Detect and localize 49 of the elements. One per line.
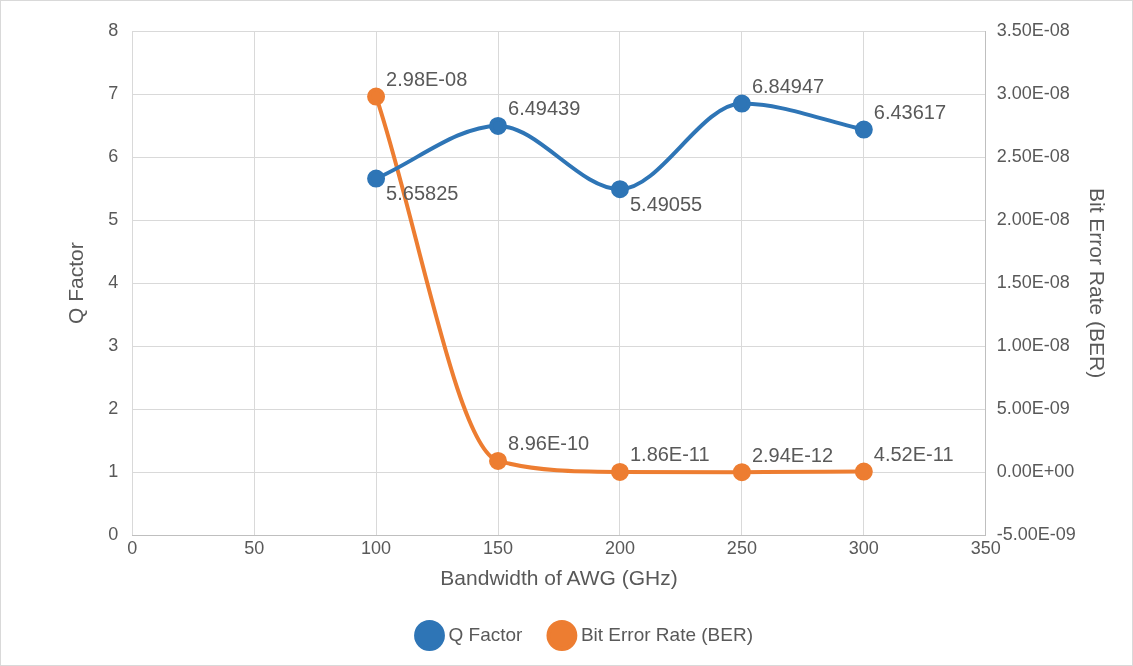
x-tick-label: 100	[361, 537, 392, 558]
point	[367, 169, 386, 188]
y2-tick-label: 2.00E-08	[996, 209, 1070, 230]
y2-tick-label: 1.50E-08	[996, 272, 1070, 293]
y2-tick-label: 2.50E-08	[996, 146, 1070, 167]
y-tick-label: 4	[108, 272, 119, 293]
point	[489, 451, 508, 470]
point	[854, 462, 873, 481]
y-tick-label: 6	[108, 146, 119, 167]
x-tick-label: 50	[244, 537, 265, 558]
y-tick-label: 8	[108, 19, 119, 40]
y-tick-label: 3	[108, 335, 119, 356]
x-tick-label: 350	[970, 537, 1001, 558]
y-tick-label: 0	[108, 524, 119, 545]
data-label: 5.49055	[629, 192, 703, 215]
point	[489, 116, 508, 135]
point	[732, 94, 751, 113]
point	[367, 87, 386, 106]
data-label: 6.49439	[508, 97, 581, 120]
y-tick-label: 7	[108, 82, 119, 103]
data-label: 8.96E-10	[508, 432, 590, 455]
y2-tick-label: 1.00E-08	[996, 335, 1070, 356]
y2-tick-label: 3.00E-08	[996, 82, 1070, 103]
data-label: 6.43617	[873, 101, 947, 124]
point	[854, 120, 873, 139]
legend-label: Bit Error Rate (BER)	[580, 623, 753, 645]
data-label: 1.86E-11	[629, 443, 710, 466]
x-tick-label: 200	[604, 537, 635, 558]
point	[610, 180, 629, 199]
x-tick-label: 150	[482, 537, 514, 558]
y2-tick-label: 3.50E-08	[996, 19, 1070, 40]
y2-tick-label: 5.00E-09	[996, 398, 1070, 419]
y-tick-label: 1	[108, 461, 119, 482]
data-label: 6.84947	[751, 75, 825, 98]
x-tick-label: 300	[848, 537, 879, 558]
point	[610, 462, 629, 481]
y-tick-label: 5	[108, 209, 119, 230]
y-axis-title: Q Factor	[64, 242, 88, 324]
y2-axis-title: Bit Error Rate (BER)	[1085, 188, 1109, 379]
y-tick-label: 2	[108, 398, 119, 419]
data-label: 4.52E-11	[873, 443, 954, 466]
x-axis-title: Bandwidth of AWG (GHz)	[440, 566, 678, 590]
data-label: 2.94E-12	[751, 443, 834, 466]
data-label: 2.98E-08	[386, 68, 468, 91]
x-tick-label: 250	[726, 537, 757, 558]
legend-label: Q Factor	[448, 623, 524, 645]
point	[732, 463, 751, 482]
y2-tick-label: 0.00E+00	[996, 461, 1075, 482]
x-tick-label: 0	[127, 537, 138, 558]
